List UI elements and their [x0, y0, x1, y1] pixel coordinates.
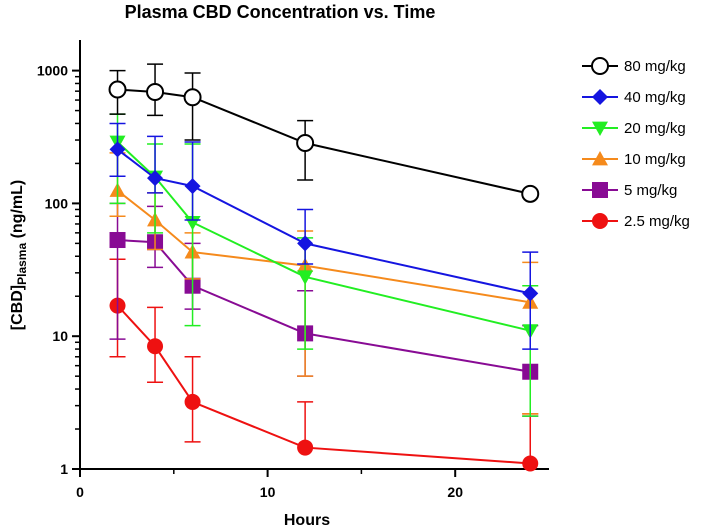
y-tick-label: 100 — [45, 195, 69, 211]
plot-area — [108, 63, 540, 472]
y-label-subscript: Plasma — [15, 243, 29, 285]
legend-item: 10 mg/kg — [582, 151, 686, 168]
y-ticks: 1 10 100 1000 — [37, 63, 80, 477]
data-point — [147, 170, 164, 187]
data-point — [147, 338, 164, 355]
legend-item: 2.5 mg/kg — [582, 213, 690, 230]
legend: 80 mg/kg 40 mg/kg 20 mg/kg 10 mg/kg 5 mg/kg 2… — [582, 57, 690, 230]
chart-title: Plasma CBD Concentration vs. Time — [125, 2, 436, 22]
legend-marker — [592, 213, 608, 229]
legend-item: 20 mg/kg — [582, 120, 686, 137]
data-point — [521, 184, 540, 203]
x-tick-label: 0 — [76, 484, 84, 500]
y-label-prefix: [CBD] — [9, 285, 26, 330]
legend-marker — [592, 121, 608, 136]
y-tick-label: 1 — [60, 461, 68, 477]
series-80-mg-kg — [108, 63, 540, 203]
x-axis-label: Hours — [284, 512, 330, 529]
axes — [79, 40, 549, 470]
legend-label: 5 mg/kg — [624, 182, 677, 199]
legend-label: 10 mg/kg — [624, 151, 686, 168]
data-point — [109, 141, 126, 158]
series-line — [116, 141, 531, 332]
y-tick-label: 1000 — [37, 63, 68, 79]
data-point — [108, 80, 127, 99]
legend-item: 5 mg/kg — [582, 182, 677, 199]
legend-item: 40 mg/kg — [582, 89, 686, 106]
legend-label: 80 mg/kg — [624, 58, 686, 75]
x-ticks: 0 10 20 — [76, 469, 463, 500]
series-2-5-mg-kg — [109, 258, 539, 472]
legend-marker — [592, 151, 608, 166]
data-point — [522, 455, 539, 472]
series-line — [117, 239, 531, 373]
data-point — [297, 235, 314, 252]
x-tick-label: 10 — [260, 484, 276, 500]
series-line — [117, 88, 531, 195]
legend-item: 80 mg/kg — [582, 57, 686, 75]
data-point — [297, 270, 314, 285]
data-point — [109, 232, 126, 249]
y-label-suffix: (ng/mL) — [9, 180, 26, 243]
data-point — [297, 439, 314, 456]
data-point — [146, 83, 165, 102]
series-40-mg-kg — [109, 122, 539, 350]
legend-label: 40 mg/kg — [624, 89, 686, 106]
legend-marker — [592, 89, 608, 105]
data-point — [184, 393, 201, 410]
data-point — [184, 178, 201, 195]
data-point — [183, 88, 202, 107]
legend-label: 20 mg/kg — [624, 120, 686, 137]
legend-marker — [592, 182, 608, 198]
y-tick-label: 10 — [52, 328, 68, 344]
series-line — [116, 304, 531, 465]
y-axis-label: [CBD]Plasma (ng/mL) — [9, 180, 29, 330]
x-tick-label: 20 — [447, 484, 463, 500]
legend-marker — [591, 57, 609, 75]
legend-label: 2.5 mg/kg — [624, 213, 690, 230]
data-point — [296, 133, 315, 152]
data-point — [522, 285, 539, 302]
